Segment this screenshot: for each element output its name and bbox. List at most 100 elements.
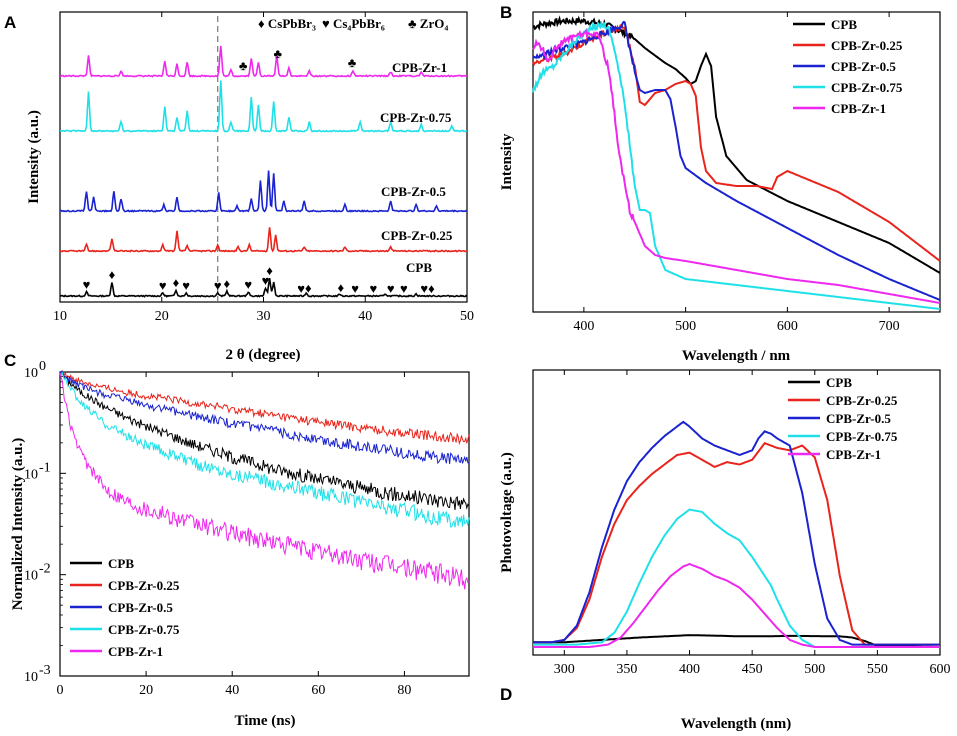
c-y-axis-label: Normalized Intensity (a.u.) (10, 438, 26, 611)
a-legend-zro: ♣ ZrO₄ (408, 16, 448, 31)
c-xtick-label-0: 0 (57, 683, 64, 698)
a-y-axis-label: Intensity (a.u.) (26, 110, 42, 204)
c-legend-label-cpb-zr-0-25: CPB-Zr-0.25 (108, 578, 180, 593)
a-phase-marker-14: ♥ (370, 281, 378, 296)
b-xtick-label-700: 700 (879, 319, 900, 334)
b-legend-label-cpb-zr-0-25: CPB-Zr-0.25 (831, 38, 903, 53)
a-phase-marker-10: ♥ (297, 281, 305, 296)
a-curve-label-cpb-zr-1: CPB-Zr-1 (392, 60, 447, 75)
a-zro4-marker-2: ♣ (348, 55, 357, 70)
c-legend-label-cpb-zr-0-75: CPB-Zr-0.75 (108, 622, 180, 637)
c-legend-label-cpb-zr-1: CPB-Zr-1 (108, 644, 163, 659)
panel-label-b: B (500, 3, 512, 22)
a-phase-marker-16: ♥ (400, 281, 408, 296)
c-ytick-exponent-3: 0 (39, 359, 46, 374)
b-xtick-label-600: 600 (777, 319, 798, 334)
b-series-cpb-zr-0-75 (532, 20, 941, 310)
d-plot-frame (532, 369, 941, 656)
a-series-cpb-zr-1 (59, 45, 468, 78)
c-xtick-label-80: 80 (397, 683, 411, 698)
a-curve-label-cpb-zr-0-5: CPB-Zr-0.5 (381, 184, 446, 199)
a-phase-marker-12: ♦ (338, 280, 345, 295)
c-ytick-exponent-0: -3 (39, 663, 51, 678)
d-x-axis-label: Wavelength (nm) (681, 716, 791, 732)
a-x-axis-label: 2 θ (degree) (225, 347, 300, 363)
a-phase-marker-9: ♦ (266, 263, 273, 278)
c-ytick-label-3: 10 (24, 366, 38, 381)
c-x-axis-label: Time (ns) (235, 713, 296, 729)
a-xtick-label-50: 50 (460, 309, 474, 324)
d-legend-label-cpb-zr-1: CPB-Zr-1 (826, 447, 881, 462)
d-legend-label-cpb-zr-0-75: CPB-Zr-0.75 (826, 429, 898, 444)
a-legend-cspbbr: ♦ CsPbBr₃ (258, 16, 316, 31)
b-series-cpb-zr-0-5 (532, 20, 941, 301)
c-ytick-exponent-2: -1 (39, 460, 51, 475)
a-curve-label-cpb-zr-0-75: CPB-Zr-0.75 (380, 110, 452, 125)
panel-a-xrd: 10 20 30 40 50 A 2 θ (degree) Intensity (a.u.) ♦… (4, 11, 474, 363)
a-phase-marker-7: ♥ (244, 277, 252, 292)
b-legend-label-cpb-zr-1: CPB-Zr-1 (831, 101, 886, 116)
b-xtick-label-500: 500 (675, 319, 696, 334)
b-series-cpb-zr-1 (532, 28, 941, 304)
panel-c-decay: 0 20 40 60 80 C Time (ns) Normalized Intensity … (4, 351, 470, 729)
c-series-cpb (59, 370, 470, 511)
c-ytick-label-1: 10 (24, 569, 38, 584)
d-xtick-label-300: 300 (554, 662, 575, 677)
c-legend-label-cpb-zr-0-5: CPB-Zr-0.5 (108, 600, 173, 615)
d-xtick-label-500: 500 (804, 662, 825, 677)
a-phase-marker-11: ♦ (305, 281, 312, 296)
a-phase-marker-6: ♦ (224, 276, 231, 291)
a-phase-marker-13: ♥ (351, 281, 359, 296)
a-series-cpb-zr-0-75 (59, 80, 468, 133)
c-ytick-exponent-1: -2 (39, 562, 51, 577)
a-plot-frame (59, 11, 468, 303)
c-series-cpb-zr-0-75 (59, 371, 470, 528)
b-legend-label-cpb-zr-0-75: CPB-Zr-0.75 (831, 80, 903, 95)
d-series-cpb-zr-0-5 (533, 420, 940, 646)
c-xtick-label-60: 60 (311, 683, 325, 698)
d-legend-label-cpb-zr-0-5: CPB-Zr-0.5 (826, 411, 891, 426)
panel-d-photovoltage: 300 350 400 450 500 550 600 D Wavelength (nm) Pho… (499, 369, 951, 732)
b-xtick-label-400: 400 (573, 319, 594, 334)
a-curve-label-cpb: CPB (406, 260, 432, 275)
a-xtick-label-20: 20 (155, 309, 169, 324)
a-phase-marker-18: ♦ (428, 281, 435, 296)
d-xtick-label-350: 350 (616, 662, 637, 677)
a-phase-marker-2: ♥ (159, 278, 167, 293)
a-series-cpb (59, 277, 468, 298)
a-series-cpb-zr-0-5 (59, 170, 468, 213)
d-legend-label-cpb: CPB (826, 375, 852, 390)
b-y-axis-label: Intensity (499, 133, 515, 190)
b-plot-frame (532, 11, 941, 313)
d-legend-label-cpb-zr-0-25: CPB-Zr-0.25 (826, 393, 898, 408)
d-series-cpb-zr-1 (533, 562, 940, 648)
b-series-cpb (532, 15, 941, 274)
c-plot-frame (59, 371, 470, 677)
b-legend-label-cpb-zr-0-5: CPB-Zr-0.5 (831, 59, 896, 74)
c-series-cpb-zr-0-25 (59, 369, 470, 446)
a-phase-marker-15: ♥ (387, 281, 395, 296)
b-x-axis-label: Wavelength / nm (682, 348, 791, 364)
a-zro4-marker-1: ♣ (273, 46, 282, 61)
a-series-cpb-zr-0-25 (59, 227, 468, 253)
a-phase-marker-4: ♥ (182, 278, 190, 293)
a-phase-marker-0: ♥ (83, 277, 91, 292)
d-y-axis-label: Photovoltage (a.u.) (499, 452, 515, 572)
b-legend-label-cpb: CPB (831, 17, 857, 32)
a-zro4-marker-0: ♣ (239, 58, 248, 73)
c-series-cpb-zr-1 (59, 373, 470, 590)
d-xtick-label-550: 550 (867, 662, 888, 677)
a-phase-marker-1: ♦ (109, 267, 116, 282)
panel-b-absorption: 400 500 600 700 B Wavelength / nm Intensity CPB… (499, 3, 941, 364)
c-ytick-label-0: 10 (24, 670, 38, 685)
d-xtick-label-450: 450 (742, 662, 763, 677)
c-legend-label-cpb: CPB (108, 556, 134, 571)
a-curve-label-cpb-zr-0-25: CPB-Zr-0.25 (381, 228, 453, 243)
c-xtick-label-20: 20 (139, 683, 153, 698)
c-xtick-label-40: 40 (225, 683, 239, 698)
panel-label-a: A (4, 13, 16, 32)
a-phase-marker-8: ♥ (262, 273, 270, 288)
panel-label-d: D (500, 685, 512, 704)
d-xtick-label-400: 400 (679, 662, 700, 677)
a-phase-marker-3: ♦ (173, 275, 180, 290)
